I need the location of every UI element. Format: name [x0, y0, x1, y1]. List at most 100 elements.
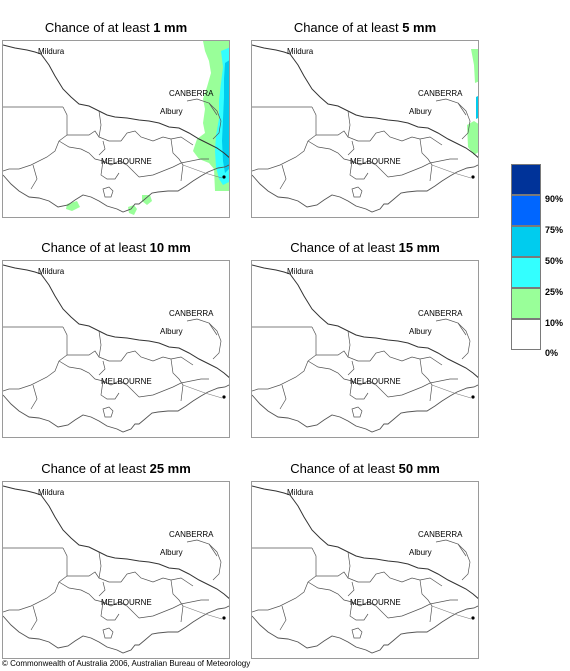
- legend-label: 0%: [545, 348, 559, 358]
- district-boundary: [170, 356, 194, 366]
- coastline: [252, 164, 478, 213]
- map: Mildura CANBERRA Albury MELBOURNE: [251, 260, 479, 438]
- state-border: [252, 264, 478, 378]
- district-boundary: [170, 358, 184, 402]
- port-phillip-bay: [102, 627, 114, 639]
- panel-title: Chance of at least 1 mm: [44, 20, 188, 35]
- district-boundary: [170, 579, 184, 623]
- district-boundary: [100, 380, 120, 400]
- district-boundary: [435, 539, 471, 581]
- district-boundary: [387, 599, 458, 619]
- district-boundary: [208, 543, 218, 557]
- district-boundary: [359, 380, 389, 398]
- gabo-island-marker: [471, 395, 475, 399]
- district-boundary: [98, 140, 106, 156]
- district-boundary: [347, 140, 355, 156]
- district-boundary: [182, 605, 223, 620]
- district-boundary: [349, 160, 369, 180]
- copyright-notice: © Commonwealth of Australia 2006, Austra…: [2, 659, 251, 668]
- district-boundary: [419, 138, 433, 182]
- mildura-label: Mildura: [38, 488, 65, 497]
- district-boundary: [369, 130, 421, 142]
- panel-title: Chance of at least 5 mm: [293, 20, 437, 35]
- district-boundary: [359, 160, 389, 178]
- legend-label: 10%: [545, 318, 564, 328]
- port-phillip-bay: [351, 627, 363, 639]
- district-boundary: [419, 136, 443, 146]
- district-boundary: [67, 130, 100, 138]
- district-boundary: [316, 350, 349, 358]
- victoria-map-svg: Mildura CANBERRA Albury MELBOURNE: [3, 41, 229, 215]
- port-phillip-bay: [351, 186, 363, 198]
- coastline: [3, 164, 229, 213]
- canberra-label: CANBERRA: [418, 530, 463, 539]
- district-boundary: [316, 130, 349, 138]
- district-boundary: [279, 384, 287, 410]
- district-boundary: [100, 601, 120, 621]
- district-boundary: [170, 136, 194, 146]
- district-boundary: [58, 106, 68, 142]
- district-boundary: [252, 140, 309, 172]
- district-boundary: [30, 605, 38, 631]
- district-boundary: [110, 160, 140, 178]
- district-boundary: [98, 110, 121, 142]
- victoria-map-svg: Mildura CANBERRA Albury MELBOURNE: [252, 44, 478, 213]
- melbourne-label: MELBOURNE: [350, 157, 401, 166]
- legend-swatch-50: [511, 226, 541, 257]
- district-boundary: [98, 330, 121, 362]
- gabo-island-marker: [222, 616, 226, 620]
- mildura-label: Mildura: [38, 267, 65, 276]
- district-boundary: [110, 601, 140, 619]
- map: Mildura CANBERRA Albury MELBOURNE: [2, 481, 230, 659]
- district-boundary: [58, 326, 68, 362]
- district-boundary: [182, 164, 223, 179]
- legend-swatch-0: [511, 319, 541, 350]
- canberra-label: CANBERRA: [169, 530, 214, 539]
- mildura-label: Mildura: [287, 267, 314, 276]
- albury-label: Albury: [160, 548, 183, 557]
- district-boundary: [110, 380, 140, 398]
- legend-label: 90%: [545, 194, 564, 204]
- legend-swatch-90: [511, 164, 541, 195]
- albury-label: Albury: [409, 107, 432, 116]
- district-boundary: [387, 158, 458, 178]
- district-boundary: [349, 601, 369, 621]
- district-boundary: [58, 547, 68, 583]
- district-boundary: [279, 164, 287, 190]
- legend-swatch-10: [511, 288, 541, 319]
- district-boundary: [369, 571, 421, 583]
- district-boundary: [3, 581, 60, 613]
- coastline: [3, 605, 229, 654]
- district-boundary: [347, 360, 355, 376]
- district-boundary: [186, 98, 222, 140]
- district-boundary: [170, 577, 194, 587]
- albury-label: Albury: [160, 327, 183, 336]
- albury-label: Albury: [409, 327, 432, 336]
- district-boundary: [3, 140, 60, 172]
- district-boundary: [120, 571, 172, 583]
- mildura-label: Mildura: [38, 47, 65, 56]
- district-boundary: [186, 318, 222, 360]
- district-boundary: [98, 360, 106, 376]
- district-boundary: [208, 322, 218, 336]
- port-phillip-bay: [351, 406, 363, 418]
- district-boundary: [100, 160, 120, 180]
- map: Mildura CANBERRA Albury MELBOURNE: [2, 40, 230, 218]
- district-boundary: [182, 384, 223, 399]
- district-boundary: [387, 378, 458, 398]
- victoria-map-svg: Mildura CANBERRA Albury MELBOURNE: [3, 485, 229, 654]
- district-boundary: [347, 330, 370, 362]
- coastline: [3, 384, 229, 433]
- victoria-map-svg: Mildura CANBERRA Albury MELBOURNE: [252, 264, 478, 433]
- district-boundary: [369, 350, 421, 362]
- district-boundary: [252, 360, 309, 392]
- district-boundary: [170, 138, 184, 182]
- albury-label: Albury: [160, 107, 183, 116]
- melbourne-label: MELBOURNE: [350, 377, 401, 386]
- district-boundary: [67, 571, 100, 579]
- district-boundary: [435, 98, 471, 140]
- gabo-island-marker: [222, 175, 226, 179]
- district-boundary: [30, 384, 38, 410]
- district-boundary: [252, 581, 309, 613]
- panel-title: Chance of at least 15 mm: [290, 240, 440, 255]
